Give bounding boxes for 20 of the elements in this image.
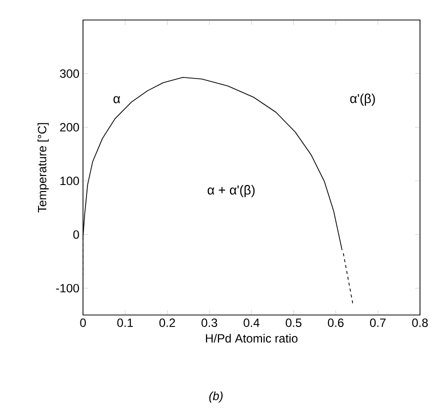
y-axis-title: Temperature [°C] bbox=[38, 123, 49, 212]
annotation: α bbox=[114, 96, 120, 104]
x-tick-label: 0.2 bbox=[159, 318, 175, 327]
x-tick-label: 0 bbox=[80, 318, 86, 327]
x-tick-label: 0.8 bbox=[412, 318, 428, 327]
x-tick-label: 0.7 bbox=[370, 318, 386, 327]
x-tick-label: 0.1 bbox=[117, 318, 133, 327]
y-tick-label: -100 bbox=[56, 284, 80, 292]
x-tick-label: 0.6 bbox=[328, 318, 344, 327]
text: (b) bbox=[209, 391, 223, 403]
x-tick-label: 0.5 bbox=[286, 318, 302, 327]
x-tick-label: 0.3 bbox=[202, 318, 218, 327]
x-axis-title: H/Pd Atomic ratio bbox=[206, 334, 298, 343]
annotation: α + α'(β) bbox=[208, 185, 255, 198]
annotation: α'(β) bbox=[350, 94, 375, 106]
y-tick-label: 0 bbox=[73, 230, 80, 239]
x-tick-label: 0.4 bbox=[244, 318, 260, 327]
y-tick-label: 200 bbox=[60, 123, 80, 132]
y-tick-label: 300 bbox=[60, 69, 80, 78]
y-tick-label: 100 bbox=[60, 176, 80, 186]
